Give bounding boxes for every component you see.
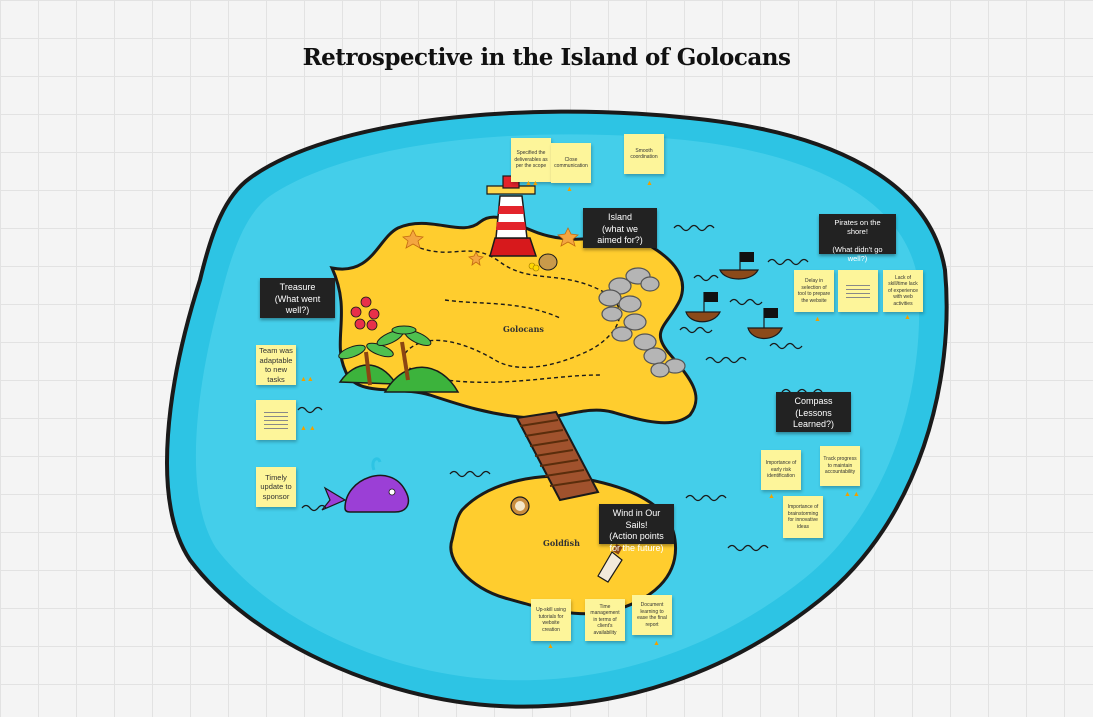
sticky-note[interactable]: Track progress to maintain accountabilit… <box>820 446 860 486</box>
reaction-icon[interactable]: ▲ <box>653 640 660 647</box>
waves <box>297 224 823 552</box>
sticky-note[interactable]: Timely update to sponsor <box>256 467 296 507</box>
pirate-ship-icon <box>685 252 783 340</box>
sticky-note[interactable]: Delay in selection of tool to prepare th… <box>794 270 834 312</box>
board-title: Retrospective in the Island of Golocans <box>302 44 791 71</box>
sticky-note[interactable]: Team was adaptable to new tasks <box>256 345 296 385</box>
starfish-icon <box>402 227 579 266</box>
sticky-note[interactable]: Importance of early risk identification <box>761 450 801 490</box>
section-label-pirates[interactable]: Pirates on the shore! (What didn't go we… <box>819 214 896 263</box>
main-island-name: Golocans <box>503 324 544 334</box>
reaction-icon[interactable]: ▲ ▲ <box>844 491 860 498</box>
reaction-icon[interactable]: ▲▲ <box>525 180 539 187</box>
reaction-icon[interactable]: ▲ <box>768 493 775 500</box>
section-label-island[interactable]: Island (what we aimed for?) <box>583 208 657 248</box>
treasure-bag-icon <box>528 253 558 272</box>
palm-trees-icon <box>338 325 460 393</box>
reaction-icon[interactable]: ▲ <box>646 180 653 187</box>
reaction-icon[interactable]: ▲ <box>566 186 573 193</box>
reaction-icon[interactable]: ▲ <box>814 316 821 323</box>
treasure-path <box>402 247 621 383</box>
note-text-lines <box>264 409 288 432</box>
sticky-note[interactable]: Document learning to ease the final repo… <box>632 595 672 635</box>
compass-icon <box>510 496 530 516</box>
sticky-note[interactable]: Up-skill using tutorials for website cre… <box>531 599 571 641</box>
note-text-lines <box>846 282 870 301</box>
small-island-name: Goldfish <box>543 538 580 548</box>
sticky-note[interactable] <box>838 270 878 312</box>
reaction-icon[interactable]: ▲▲ <box>300 376 314 383</box>
section-label-wind[interactable]: Wind in Our Sails! (Action points for th… <box>599 504 674 553</box>
reaction-icon[interactable]: ▲ <box>547 643 554 650</box>
section-label-treasure[interactable]: Treasure (What went well?) <box>260 278 335 318</box>
sticky-note[interactable]: Importance of brainstorming for innovati… <box>783 496 823 538</box>
sticky-note[interactable]: Time management in terms of client's ava… <box>585 599 625 641</box>
sticky-note[interactable]: Close communication <box>551 143 591 183</box>
section-label-compass[interactable]: Compass (Lessons Learned?) <box>776 392 851 432</box>
reaction-icon[interactable]: ▲ ▲ <box>300 425 316 432</box>
sticky-note[interactable]: Smooth coordination <box>624 134 664 174</box>
whale-icon <box>321 457 410 513</box>
fruit-icon <box>350 296 380 331</box>
sticky-note[interactable] <box>256 400 296 440</box>
reaction-icon[interactable]: ▲ <box>904 314 911 321</box>
wooden-bridge <box>515 410 600 502</box>
message-bottle-icon <box>597 544 623 583</box>
rocks <box>598 267 686 378</box>
sticky-note[interactable]: Lack of skill/time lack of experience wi… <box>883 270 923 312</box>
lighthouse-icon <box>486 175 538 257</box>
sticky-note[interactable]: Specified the deliverables as per the sc… <box>511 138 551 182</box>
